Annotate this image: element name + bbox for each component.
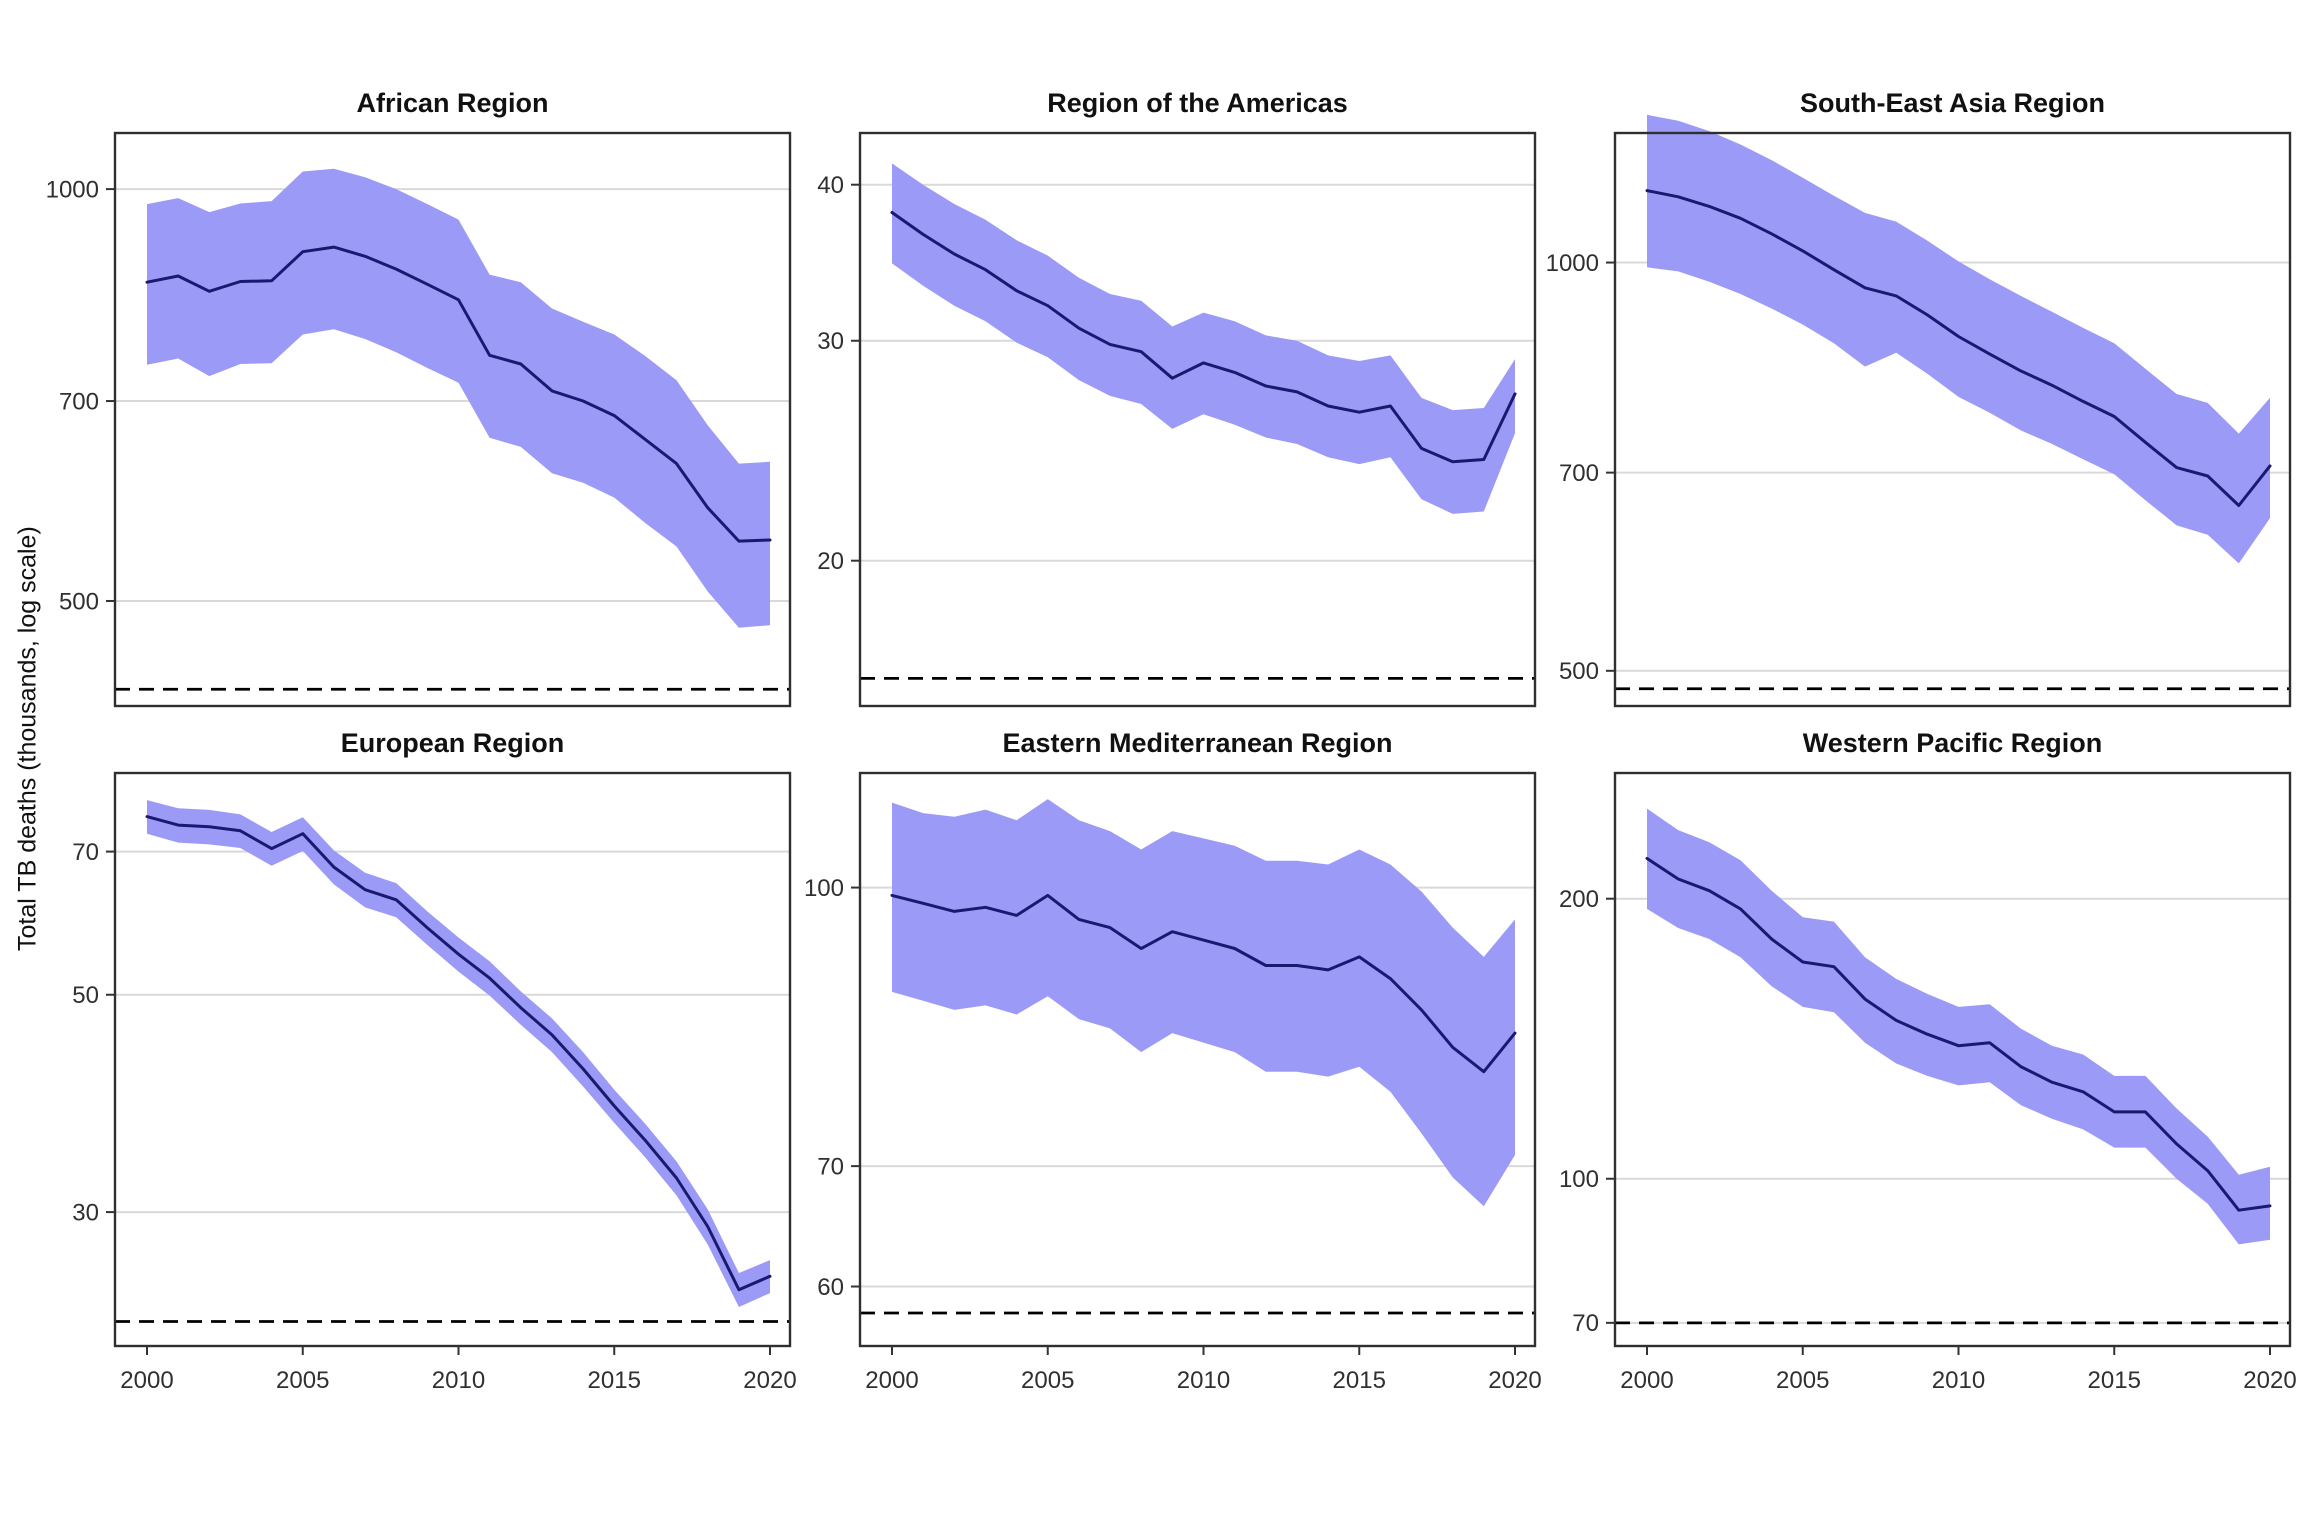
x-tick-label: 2010 [1177,1367,1230,1394]
x-tick-label: 2005 [276,1367,329,1394]
x-tick-label: 2005 [1776,1367,1829,1394]
y-tick-label: 500 [59,588,99,615]
ci-ribbon [1647,114,2270,564]
x-tick-label: 2020 [2243,1367,2296,1394]
median-line [890,211,1517,464]
panel-title: Western Pacific Region [1803,728,2103,758]
y-tick-label: 100 [1559,1166,1599,1193]
y-tick-label: 1000 [1546,250,1599,277]
panel-african-region: 1000 700 500 African Region [46,88,792,708]
y-tick-label: 1000 [46,176,99,203]
ci-ribbon [892,163,1515,514]
y-axis-title: Total TB deaths (thousands, log scale) [13,526,42,952]
x-tick-label: 2000 [865,1367,918,1394]
panel-south-east-asia-region: 1000 700 500 South-East Asia Region [1546,88,2292,708]
panel-border [113,771,792,1348]
panel-border [858,131,1537,708]
y-tick-label: 30 [72,1199,99,1226]
panel-title: European Region [341,728,565,758]
y-tick-label: 60 [817,1274,844,1301]
median-line [145,245,772,543]
panel-title: Region of the Americas [1047,88,1348,118]
x-tick-label: 2015 [588,1367,641,1394]
panel-title: South-East Asia Region [1800,88,2105,118]
panel-eastern-mediterranean-region: 100 70 60 2000 2005 2010 2015 2020 Eastern Medit… [804,728,1542,1394]
y-tick-label: 40 [817,172,844,199]
y-tick-label: 20 [817,548,844,575]
x-tick-label: 2000 [120,1367,173,1394]
x-tick-label: 2010 [432,1367,485,1394]
panel-border [1613,771,2292,1348]
panel-border [858,771,1537,1348]
x-tick-label: 2020 [743,1367,796,1394]
panel-border [113,131,792,708]
median-line [1645,856,2272,1212]
y-tick-label: 70 [817,1154,844,1181]
y-tick-label: 500 [1559,658,1599,685]
y-tick-label: 70 [72,839,99,866]
y-tick-label: 700 [1559,460,1599,487]
x-tick-label: 2005 [1021,1367,1074,1394]
x-tick-label: 2000 [1620,1367,1673,1394]
ci-ribbon [147,168,770,628]
y-tick-label: 700 [59,388,99,415]
median-line [145,815,772,1292]
y-tick-label: 100 [804,875,844,902]
panel-european-region: 70 50 30 2000 2005 2010 2015 2020 European Regio… [72,728,796,1394]
y-tick-label: 30 [817,328,844,355]
panel-title: African Region [356,88,548,118]
panel-region-of-the-americas: 40 30 20 Region of the Americas [817,88,1537,708]
ci-ribbon [1647,808,2270,1245]
ci-ribbon [892,799,1515,1207]
x-tick-label: 2010 [1932,1367,1985,1394]
panel-border [1613,131,2292,708]
panel-western-pacific-region: 200 100 70 2000 2005 2010 2015 2020 Western Paci… [1559,728,2297,1394]
y-tick-label: 200 [1559,886,1599,913]
x-tick-label: 2015 [2088,1367,2141,1394]
median-line [1645,189,2272,507]
x-tick-label: 2020 [1488,1367,1541,1394]
panel-title: Eastern Mediterranean Region [1002,728,1392,758]
y-tick-label: 50 [72,982,99,1009]
panel-background [115,773,790,1346]
median-line [890,893,1517,1074]
y-tick-label: 70 [1572,1310,1599,1337]
x-tick-label: 2015 [1333,1367,1386,1394]
